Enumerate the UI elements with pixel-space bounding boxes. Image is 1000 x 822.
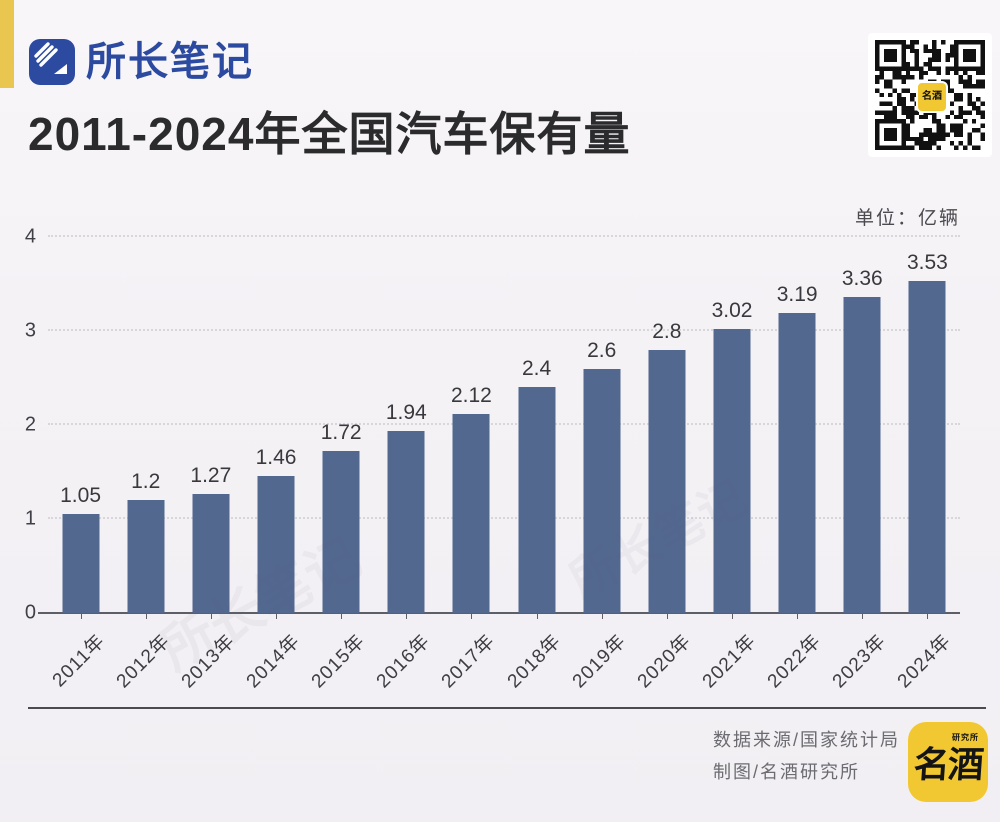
x-tick — [732, 613, 733, 619]
studio-logo-text: 名酒 — [912, 744, 984, 785]
x-tick — [341, 613, 343, 619]
x-label-2017年: 2017年 — [438, 630, 500, 693]
footer-credits: 数据来源/国家统计局 制图/名酒研究所 — [713, 724, 900, 788]
bar-value-label: 2.12 — [450, 383, 492, 407]
x-label-2018年: 2018年 — [503, 630, 565, 693]
bar-slot: 3.19 — [776, 237, 818, 613]
yellow-accent-bar — [0, 0, 14, 88]
bar-2024年 — [908, 281, 946, 613]
bar-value-label: 3.53 — [906, 251, 948, 275]
gridline — [48, 329, 960, 331]
bar-slot: 3.53 — [906, 237, 948, 613]
y-tick-label: 2 — [24, 413, 36, 436]
bar-slot: 1.94 — [385, 237, 427, 613]
bar-value-label: 2.6 — [587, 338, 617, 362]
gridline — [48, 235, 960, 237]
x-tick — [406, 613, 408, 619]
x-label-2021年: 2021年 — [698, 630, 761, 693]
data-source-line: 数据来源/国家统计局 — [712, 730, 900, 750]
bar-value-label: 1.27 — [190, 463, 232, 487]
gridline — [48, 517, 960, 519]
x-label-2023年: 2023年 — [828, 630, 891, 693]
qr-center-logo: 名酒 — [916, 81, 948, 113]
x-tick — [797, 613, 799, 619]
x-label-2020年: 2020年 — [633, 630, 696, 693]
bar-value-label: 3.19 — [776, 283, 818, 307]
bar-slot: 1.27 — [190, 237, 232, 613]
unit-label: 单位：亿辆 — [854, 208, 960, 229]
bar-value-label: 3.36 — [841, 267, 883, 291]
x-tick — [862, 613, 864, 619]
x-tick — [666, 613, 668, 619]
bar-2016年 — [387, 430, 425, 613]
y-tick-label: 3 — [24, 319, 36, 342]
bar-value-label: 3.02 — [711, 299, 753, 323]
bar-value-label: 2.8 — [652, 319, 682, 343]
brand-logo: 所长笔记 — [28, 38, 254, 86]
bar-2023年 — [843, 297, 881, 613]
bar-slot: 2.4 — [518, 237, 556, 613]
x-label-2022年: 2022年 — [763, 630, 826, 693]
x-tick — [471, 613, 473, 619]
plot-area: 1.05 1.2 1.27 1.46 1.72 1.94 2.12 2.4 2.6 2.8 3.02… — [38, 235, 960, 619]
bar-slot: 1.05 — [60, 237, 101, 613]
bar-value-label: 1.72 — [320, 421, 362, 445]
watermark-text: 所长笔记 — [151, 527, 371, 682]
bar-2018年 — [518, 387, 556, 613]
bar-slot: 3.02 — [711, 237, 753, 613]
bar-value-label: 2.4 — [521, 357, 552, 381]
x-tick — [927, 613, 929, 619]
bar-2017年 — [452, 413, 490, 613]
studio-logo: 名酒 研究所 — [908, 722, 988, 802]
qr-code: 名酒 — [868, 33, 992, 157]
x-label-2016年: 2016年 — [372, 630, 435, 693]
brand-name: 所长笔记 — [86, 40, 254, 84]
x-label-2015年: 2015年 — [307, 630, 370, 693]
bar-slot: 3.36 — [841, 237, 883, 613]
bar-slot: 2.12 — [450, 237, 492, 613]
x-tick — [80, 613, 82, 619]
bar-value-label: 1.05 — [60, 484, 101, 508]
bar-slot: 1.2 — [127, 237, 165, 613]
bar-value-label: 1.46 — [255, 445, 297, 469]
bar-value-label: 1.2 — [131, 470, 161, 494]
footer-divider — [28, 707, 986, 709]
gridline — [48, 423, 960, 425]
page-title: 2011-2024年全国汽车保有量 — [28, 108, 631, 160]
x-label-2019年: 2019年 — [568, 630, 631, 693]
studio-logo-subtext: 研究所 — [952, 733, 979, 742]
y-tick-label: 1 — [24, 507, 36, 530]
y-tick-label: 4 — [24, 225, 36, 248]
bar-2022年 — [778, 313, 816, 613]
x-label-2011年: 2011年 — [48, 630, 109, 692]
bar-value-label: 1.94 — [385, 400, 427, 424]
credit-line: 制图/名酒研究所 — [712, 762, 860, 782]
x-label-2024年: 2024年 — [894, 630, 956, 693]
y-tick-label: 0 — [24, 601, 36, 624]
x-tick — [601, 613, 603, 619]
x-tick — [536, 613, 538, 619]
pencil-notebook-icon — [29, 39, 75, 85]
bar-2011年 — [62, 514, 100, 613]
watermark-text: 所长笔记 — [561, 471, 756, 609]
bar-2012年 — [127, 500, 165, 613]
